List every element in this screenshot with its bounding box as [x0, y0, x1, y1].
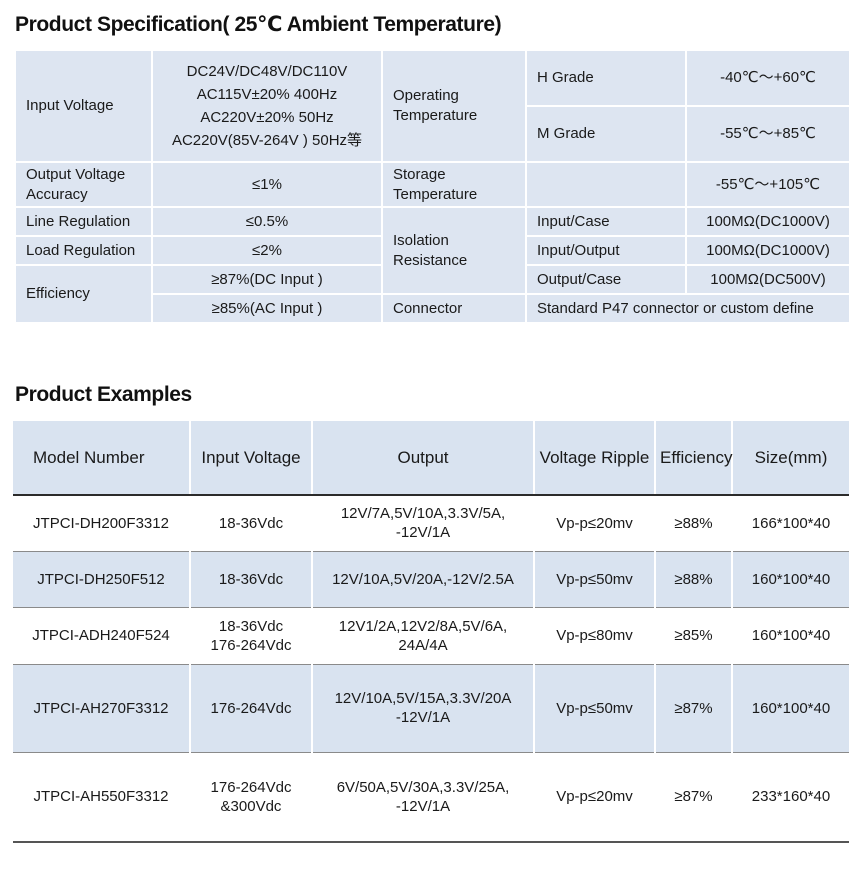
input-cell: 18-36Vdc — [190, 495, 313, 552]
efficiency-cell: ≥87% — [655, 664, 733, 753]
table-row: JTPCI-AH270F3312 176-264Vdc 12V/10A,5V/1… — [13, 664, 849, 753]
ripple-cell: Vp-p≤20mv — [534, 495, 656, 552]
input-output-label: Input/Output — [525, 235, 687, 266]
input-case-label: Input/Case — [525, 206, 687, 237]
isolation-label: Isolation Resistance — [381, 206, 527, 295]
efficiency-dc-value: ≥87%(DC Input ) — [151, 264, 383, 295]
output-accuracy-value: ≤1% — [151, 161, 383, 208]
ripple-cell: Vp-p≤20mv — [534, 752, 656, 843]
line-regulation-label: Line Regulation — [14, 206, 153, 237]
efficiency-cell: ≥85% — [655, 607, 733, 665]
header-model-number: Model Number — [13, 421, 191, 496]
input-cell: 18-36Vdc 176-264Vdc — [190, 607, 313, 665]
header-input-voltage: Input Voltage — [190, 421, 313, 496]
input-case-value: 100MΩ(DC1000V) — [685, 206, 851, 237]
ripple-cell: Vp-p≤80mv — [534, 607, 656, 665]
header-output: Output — [312, 421, 535, 496]
input-voltage-label: Input Voltage — [14, 49, 153, 163]
output-cell: 12V/10A,5V/15A,3.3V/20A -12V/1A — [312, 664, 535, 753]
m-grade-label: M Grade — [525, 105, 687, 163]
operating-temp-label: Operating Temperature — [381, 49, 527, 163]
ripple-cell: Vp-p≤50mv — [534, 664, 656, 753]
table-row: JTPCI-DH200F3312 18-36Vdc 12V/7A,5V/10A,… — [13, 495, 849, 552]
examples-table: Model Number Input Voltage Output Voltag… — [13, 421, 849, 843]
input-voltage-values: DC24V/DC48V/DC110V AC115V±20% 400Hz AC22… — [151, 49, 383, 163]
connector-label: Connector — [381, 293, 527, 324]
table-row: JTPCI-ADH240F524 18-36Vdc 176-264Vdc 12V1… — [13, 607, 849, 665]
storage-temp-label: Storage Temperature — [381, 161, 527, 208]
efficiency-ac-value: ≥85%(AC Input ) — [151, 293, 383, 324]
size-cell: 233*160*40 — [732, 752, 849, 843]
output-cell: 12V/10A,5V/20A,-12V/2.5A — [312, 551, 535, 608]
storage-temp-empty — [525, 161, 687, 208]
size-cell: 166*100*40 — [732, 495, 849, 552]
output-case-value: 100MΩ(DC500V) — [685, 264, 851, 295]
model-cell: JTPCI-AH550F3312 — [13, 752, 191, 843]
input-cell: 176-264Vdc — [190, 664, 313, 753]
model-cell: JTPCI-DH200F3312 — [13, 495, 191, 552]
output-cell: 12V1/2A,12V2/8A,5V/6A, 24A/4A — [312, 607, 535, 665]
size-cell: 160*100*40 — [732, 551, 849, 608]
output-cell: 6V/50A,5V/30A,3.3V/25A, -12V/1A — [312, 752, 535, 843]
load-regulation-value: ≤2% — [151, 235, 383, 266]
m-grade-value: -55℃～+85℃ — [685, 105, 851, 163]
output-cell: 12V/7A,5V/10A,3.3V/5A, -12V/1A — [312, 495, 535, 552]
efficiency-cell: ≥88% — [655, 551, 733, 608]
line-regulation-value: ≤0.5% — [151, 206, 383, 237]
size-cell: 160*100*40 — [732, 607, 849, 665]
header-efficiency: Efficiency — [655, 421, 733, 496]
load-regulation-label: Load Regulation — [14, 235, 153, 266]
size-cell: 160*100*40 — [732, 664, 849, 753]
examples-heading: Product Examples — [15, 383, 192, 406]
table-row: JTPCI-AH550F3312 176-264Vdc &300Vdc 6V/50… — [13, 752, 849, 843]
table-row: JTPCI-DH250F512 18-36Vdc 12V/10A,5V/20A,… — [13, 551, 849, 608]
efficiency-cell: ≥88% — [655, 495, 733, 552]
connector-value: Standard P47 connector or custom define — [525, 293, 851, 324]
header-size: Size(mm) — [732, 421, 849, 496]
ripple-cell: Vp-p≤50mv — [534, 551, 656, 608]
output-case-label: Output/Case — [525, 264, 687, 295]
efficiency-cell: ≥87% — [655, 752, 733, 843]
input-output-value: 100MΩ(DC1000V) — [685, 235, 851, 266]
model-cell: JTPCI-ADH240F524 — [13, 607, 191, 665]
output-accuracy-label: Output Voltage Accuracy — [14, 161, 153, 208]
spec-heading: Product Specification( 25℃ Ambient Tempe… — [15, 13, 502, 36]
h-grade-label: H Grade — [525, 49, 687, 107]
model-cell: JTPCI-DH250F512 — [13, 551, 191, 608]
specification-table: Input Voltage DC24V/DC48V/DC110V AC115V±… — [14, 49, 851, 324]
efficiency-label: Efficiency — [14, 264, 153, 324]
input-cell: 176-264Vdc &300Vdc — [190, 752, 313, 843]
header-voltage-ripple: Voltage Ripple — [534, 421, 656, 496]
h-grade-value: -40℃～+60℃ — [685, 49, 851, 107]
storage-temp-value: -55℃～+105℃ — [685, 161, 851, 208]
input-cell: 18-36Vdc — [190, 551, 313, 608]
model-cell: JTPCI-AH270F3312 — [13, 664, 191, 753]
